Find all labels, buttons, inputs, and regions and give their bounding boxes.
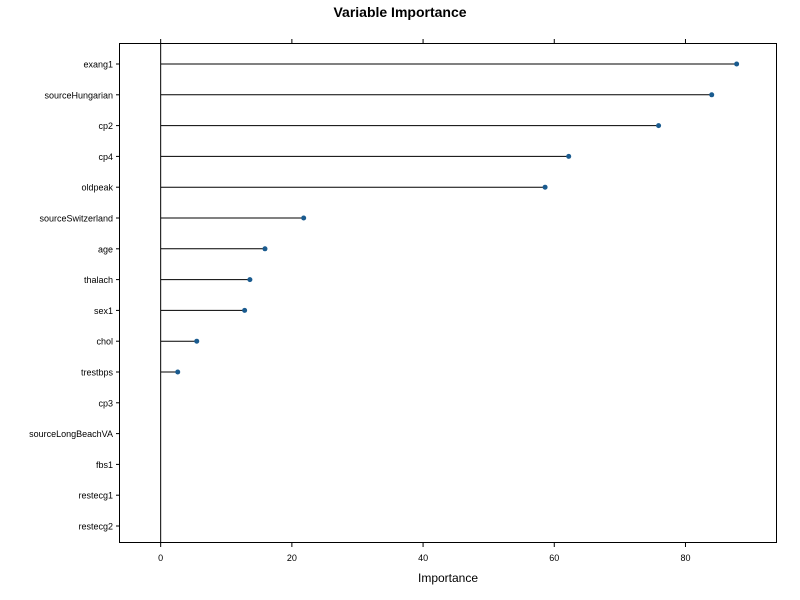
category-label: fbs1	[96, 460, 113, 470]
category-label: cp4	[98, 152, 113, 162]
x-axis-ticks: 0 20 40 60 80	[158, 39, 690, 563]
importance-point	[566, 153, 572, 159]
category-label: cp3	[98, 398, 113, 408]
x-axis-label: Importance	[418, 571, 478, 585]
importance-point	[262, 246, 268, 252]
importance-point	[734, 61, 740, 67]
x-tick-label: 0	[158, 553, 163, 563]
category-label: sourceSwitzerland	[39, 214, 113, 224]
importance-rows: exang1 sourceHungarian cp2 cp4 oldpeak source…	[29, 60, 740, 532]
x-tick-label: 60	[549, 553, 559, 563]
x-tick-label: 40	[418, 553, 428, 563]
category-label: restecg2	[78, 522, 113, 532]
category-label: trestbps	[81, 368, 114, 378]
category-label: thalach	[84, 275, 113, 285]
category-label: sourceHungarian	[44, 90, 113, 100]
category-label: sex1	[94, 306, 113, 316]
category-label: restecg1	[78, 491, 113, 501]
x-tick-label: 80	[680, 553, 690, 563]
category-label: chol	[96, 337, 113, 347]
importance-point	[709, 92, 715, 98]
chart-title: Variable Importance	[333, 4, 466, 20]
category-label: exang1	[83, 60, 113, 70]
importance-point	[656, 123, 662, 129]
category-label: oldpeak	[81, 183, 113, 193]
importance-point	[242, 307, 248, 313]
importance-point	[247, 277, 253, 283]
category-label: sourceLongBeachVA	[29, 429, 113, 439]
importance-point	[301, 215, 307, 221]
importance-point	[194, 338, 200, 344]
category-label: age	[98, 244, 113, 254]
importance-point	[542, 184, 548, 190]
plot-frame	[119, 43, 777, 543]
x-tick-label: 20	[287, 553, 297, 563]
importance-point	[175, 369, 181, 375]
category-label: cp2	[98, 121, 113, 131]
